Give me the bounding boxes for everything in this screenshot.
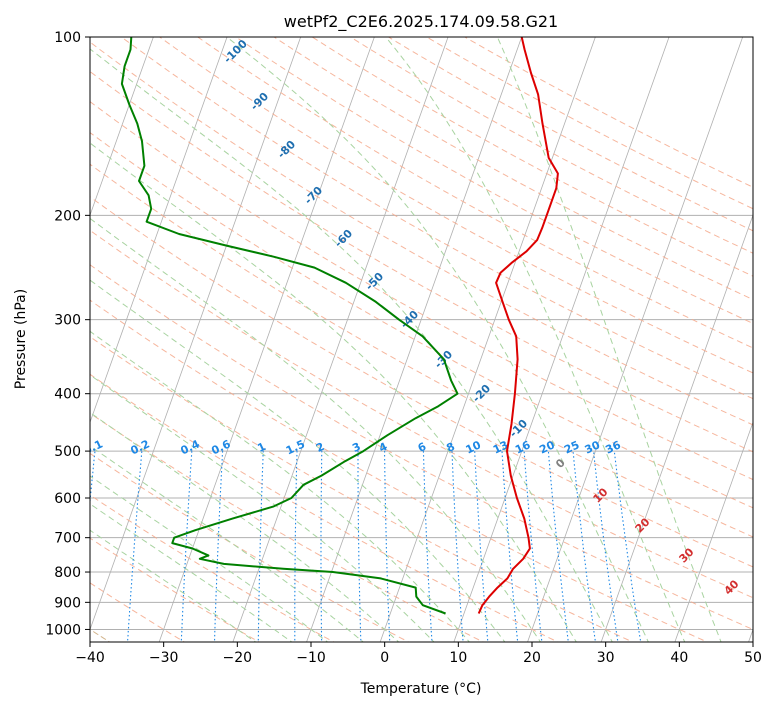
- y-tick-label: 500: [54, 444, 81, 460]
- y-axis-label: Pressure (hPa): [13, 289, 29, 389]
- y-tick-label: 800: [54, 565, 81, 581]
- x-tick-label: −20: [223, 650, 253, 666]
- x-axis-label: Temperature (°C): [360, 681, 482, 697]
- y-tick-label: 1000: [45, 622, 81, 638]
- y-tick-label: 400: [54, 387, 81, 403]
- x-tick-label: −30: [149, 650, 179, 666]
- y-tick-label: 100: [54, 30, 81, 46]
- y-tick-label: 900: [54, 595, 81, 611]
- x-tick-label: 50: [744, 650, 762, 666]
- y-tick-label: 200: [54, 208, 81, 224]
- chart-title: wetPf2_C2E6.2025.174.09.58.G21: [284, 12, 558, 32]
- x-tick-label: 0: [380, 650, 389, 666]
- x-tick-label: −40: [75, 650, 105, 666]
- y-tick-label: 600: [54, 491, 81, 507]
- y-tick-label: 700: [54, 531, 81, 547]
- y-tick-label: 300: [54, 313, 81, 329]
- x-tick-label: 30: [597, 650, 615, 666]
- x-tick-label: −10: [296, 650, 326, 666]
- x-tick-label: 20: [523, 650, 541, 666]
- x-tick-label: 10: [449, 650, 467, 666]
- x-tick-label: 40: [670, 650, 688, 666]
